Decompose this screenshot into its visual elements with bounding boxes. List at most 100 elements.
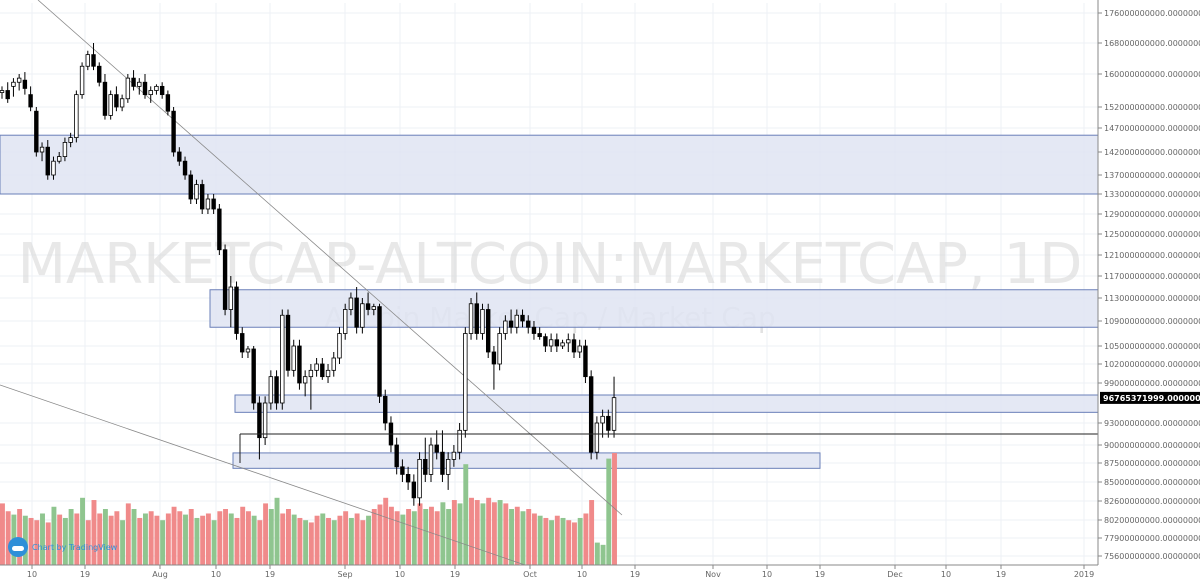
volume-bar (497, 500, 503, 565)
volume-bar (303, 520, 309, 565)
volume-bar (560, 517, 566, 565)
time-tick-label: 10 (577, 570, 587, 579)
volume-bar (589, 500, 595, 565)
candle-body (594, 422, 600, 453)
candle-body (411, 481, 417, 499)
candle-body (371, 306, 376, 310)
price-axis: 176000000000.0000000000 168000000000.0000… (1097, 0, 1200, 581)
price-tick-label: 85000000000.0000000000 (1104, 478, 1200, 487)
candle-body (131, 77, 136, 87)
volume-bar (200, 515, 206, 565)
tradingview-brand[interactable]: Chart by TradingView (8, 536, 117, 558)
volume-bar (457, 503, 463, 565)
candle-body (337, 333, 342, 359)
candle-body (28, 94, 33, 108)
candle-body (119, 98, 125, 108)
zone-rect (0, 134, 1099, 195)
candle-body (600, 415, 605, 424)
candle-body (405, 473, 411, 483)
candle-body (566, 339, 571, 344)
volume-bar (91, 500, 97, 565)
volume-bar (263, 503, 269, 565)
candle-body (217, 208, 222, 251)
candle-body (342, 309, 348, 334)
volume-bar (62, 517, 68, 565)
volume-bar (308, 522, 314, 565)
candle-body (377, 306, 382, 397)
volume-bar (331, 520, 337, 565)
volume-bar (343, 511, 349, 565)
candle-body (222, 249, 228, 310)
candle-body (85, 54, 90, 67)
price-axis-bg (1098, 0, 1200, 581)
volume-bar (566, 520, 572, 565)
candle-body (79, 65, 85, 96)
volume-bar (440, 502, 446, 565)
volume-bar (411, 511, 417, 565)
volume-bar (388, 506, 394, 565)
time-tick-label: Dec (887, 570, 902, 579)
volume-bar (406, 509, 412, 565)
price-tick-label: 99000000000.0000000000 (1104, 379, 1200, 388)
tradingview-logo-icon (8, 537, 28, 557)
volume-bar (40, 513, 45, 565)
volume-bar (400, 514, 406, 565)
volume-bar (594, 542, 600, 565)
candle-body (537, 333, 542, 338)
candle-body (165, 94, 171, 112)
volume-bar (251, 515, 257, 565)
candle-body (302, 376, 308, 384)
candle-body (182, 160, 188, 176)
price-tick-label: 87500000000.0000000000 (1104, 459, 1200, 468)
candle-body (194, 184, 199, 200)
candle-body (57, 156, 62, 162)
candle-body (297, 345, 302, 384)
last-price-label: 96765371999.0000000000 (1100, 391, 1200, 404)
candles (0, 43, 617, 506)
volume-bar (228, 513, 234, 565)
volume-bar (360, 520, 366, 565)
candle-body (554, 339, 560, 347)
volume-bar (314, 515, 320, 565)
candle-body (485, 309, 491, 353)
volume-bars (0, 453, 617, 565)
time-tick-label: 10 (762, 570, 772, 579)
volume-bar (297, 517, 303, 565)
candle-body (11, 81, 16, 87)
volume-bar (531, 513, 537, 565)
volume-bar (451, 500, 457, 565)
last-price-badge (1100, 391, 1200, 404)
candle-body (503, 320, 508, 334)
candle-body (577, 345, 582, 353)
price-tick-label: 117000000000.0000000000 (1104, 272, 1200, 281)
price-tick-label: 77900000000.0000000000 (1104, 534, 1200, 543)
candle-body (39, 146, 45, 153)
candle-body (234, 286, 239, 334)
candle-body (606, 415, 611, 431)
candle-body (445, 458, 451, 475)
time-tick-label: 19 (815, 570, 825, 579)
volume-bar (554, 515, 560, 565)
candle-body (108, 94, 113, 116)
volume-bar (160, 520, 166, 565)
volume-bar (234, 517, 240, 565)
volume-bar (520, 511, 526, 565)
volume-bar (108, 515, 114, 565)
volume-bar (280, 513, 286, 565)
volume-bar (377, 504, 383, 565)
price-tick-label: 125000000000.0000000000 (1104, 230, 1200, 239)
volume-bar (51, 506, 57, 565)
price-tick-label: 137000000000.0000000000 (1104, 171, 1200, 180)
volume-bar (165, 513, 171, 565)
candle-body (468, 303, 474, 334)
volume-bar (371, 509, 377, 565)
candle-body (548, 339, 554, 347)
candle-body (102, 81, 108, 116)
volume-bar (211, 520, 217, 565)
volume-bar (245, 511, 251, 565)
volume-bar (80, 497, 85, 565)
candle-body (514, 314, 519, 328)
zones (0, 134, 1099, 469)
